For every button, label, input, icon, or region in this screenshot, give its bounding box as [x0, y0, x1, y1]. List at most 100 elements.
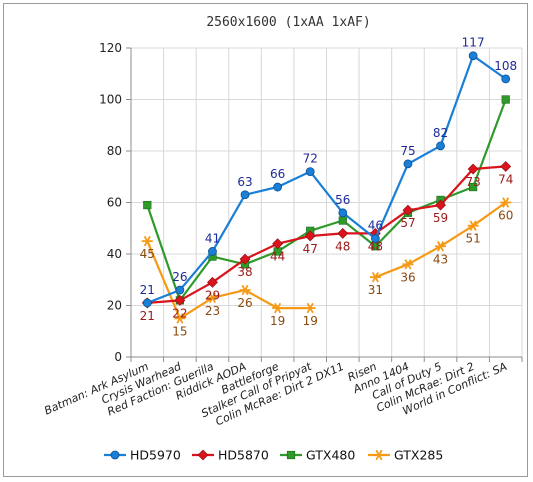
point-hd5870 [304, 230, 316, 242]
point-hd5870 [337, 227, 349, 239]
data-label-hd5870: 73 [465, 175, 480, 189]
star-stroke [306, 302, 314, 314]
point-gtx285 [369, 271, 381, 283]
star-stroke [274, 302, 282, 314]
data-label-hd5870: 74 [498, 172, 513, 186]
series-layer [141, 51, 512, 324]
point-gtx285 [467, 220, 479, 231]
y-tick-label: 100 [99, 93, 122, 107]
data-label-hd5970: 26 [172, 270, 187, 284]
point-hd5970 [370, 234, 380, 243]
data-label-hd5870: 22 [172, 306, 187, 320]
point-gtx285 [239, 284, 251, 296]
data-label-hd5870: 29 [205, 288, 220, 302]
point-hd5970 [142, 298, 152, 308]
y-tick-label: 120 [99, 41, 122, 55]
point-hd5970 [403, 159, 413, 169]
y-tick-label: 20 [107, 299, 122, 313]
y-tick-label: 60 [107, 196, 122, 210]
data-label-gtx285: 60 [498, 209, 513, 223]
series-hd5970 [142, 51, 511, 308]
point-gtx285 [272, 302, 284, 314]
legend-marker-hd5870 [197, 449, 209, 461]
point-gtx285 [206, 292, 218, 303]
legend-marker-gtx480 [286, 450, 296, 460]
line-chart: 2560x1600 (1xAA 1xAF) 020406080100120Bat… [42, 15, 523, 463]
point-hd5970 [501, 74, 511, 84]
data-label-hd5870: 59 [433, 211, 448, 225]
series-hd5870 [141, 161, 512, 309]
point-gtx480 [501, 95, 510, 104]
point-hd5870 [500, 161, 512, 172]
data-label-hd5970: 75 [400, 144, 415, 158]
star-stroke [469, 220, 477, 231]
point-hd5970 [305, 167, 315, 177]
legend-marker-gtx285 [373, 449, 385, 461]
data-label-hd5970: 41 [205, 231, 220, 245]
star-stroke [241, 284, 249, 296]
data-label-gtx285: 15 [172, 324, 187, 338]
star-stroke [437, 241, 445, 252]
star-stroke [371, 271, 379, 283]
point-hd5970 [175, 285, 185, 295]
y-tick-label: 80 [107, 144, 122, 158]
data-label-gtx285: 19 [270, 314, 285, 328]
series-gtx285 [141, 197, 512, 324]
data-label-gtx285: 26 [237, 296, 252, 310]
point-hd5870 [207, 276, 218, 288]
data-label-hd5970: 56 [335, 193, 350, 207]
data-label-gtx285: 23 [205, 304, 220, 318]
star-stroke [502, 197, 510, 208]
point-hd5970 [208, 247, 217, 256]
point-gtx285 [435, 241, 447, 252]
series-line-hd5870 [147, 165, 506, 304]
point-hd5870 [239, 253, 251, 265]
point-gtx285 [402, 259, 414, 270]
legend-label: HD5970 [130, 448, 181, 463]
star-stroke [208, 292, 216, 303]
data-label-gtx285: 51 [465, 232, 480, 246]
data-labels: 45 15 23 26 19 19 31 36 43 51 60 21 22 29 38 44 47 48 48 57… [140, 36, 518, 339]
data-label-hd5970: 21 [140, 283, 155, 297]
chart-title: 2560x1600 (1xAA 1xAF) [206, 15, 370, 30]
chart-frame: 2560x1600 (1xAA 1xAF) 0 20 40 60 80 100 120 Bat… [3, 3, 528, 477]
data-label-gtx285: 31 [368, 283, 383, 297]
series-line-hd5970 [146, 54, 507, 304]
star-stroke [375, 449, 383, 461]
legend-label: GTX480 [306, 448, 355, 463]
legend-marker-hd5970 [110, 450, 120, 460]
data-label-hd5870: 48 [335, 239, 350, 253]
data-label-hd5870: 38 [237, 265, 252, 279]
point-gtx480 [338, 216, 347, 225]
data-label-hd5870: 57 [400, 216, 415, 230]
data-label-hd5870: 48 [368, 239, 383, 253]
data-label-hd5970: 72 [303, 152, 318, 166]
data-label-gtx285: 36 [400, 270, 415, 284]
point-hd5870 [272, 238, 284, 250]
legend-label: GTX285 [394, 448, 443, 463]
grid [130, 47, 523, 358]
point-hd5970 [338, 208, 348, 218]
data-label-gtx285: 43 [433, 252, 448, 266]
data-label-gtx285: 45 [140, 247, 155, 261]
data-label-hd5970: 66 [270, 167, 285, 181]
point-gtx285 [141, 235, 153, 247]
y-tick-label: 40 [107, 247, 122, 261]
data-label-hd5970: 117 [462, 36, 485, 50]
data-label-hd5970: 82 [433, 126, 448, 140]
point-hd5970 [436, 141, 445, 151]
point-hd5970 [240, 190, 250, 200]
legend-item-hd5870: HD5870 [192, 448, 269, 463]
point-gtx285 [304, 302, 316, 314]
star-stroke [404, 259, 412, 270]
point-hd5970 [273, 182, 283, 192]
point-gtx285 [174, 313, 186, 324]
data-label-hd5970: 46 [368, 219, 383, 233]
star-stroke [176, 313, 184, 324]
point-gtx480 [143, 200, 152, 210]
point-hd5870 [435, 199, 446, 211]
legend-label: HD5870 [218, 448, 269, 463]
point-gtx480 [469, 182, 478, 192]
legend-item-gtx480: GTX480 [280, 448, 355, 463]
data-label-hd5870: 21 [140, 309, 155, 323]
